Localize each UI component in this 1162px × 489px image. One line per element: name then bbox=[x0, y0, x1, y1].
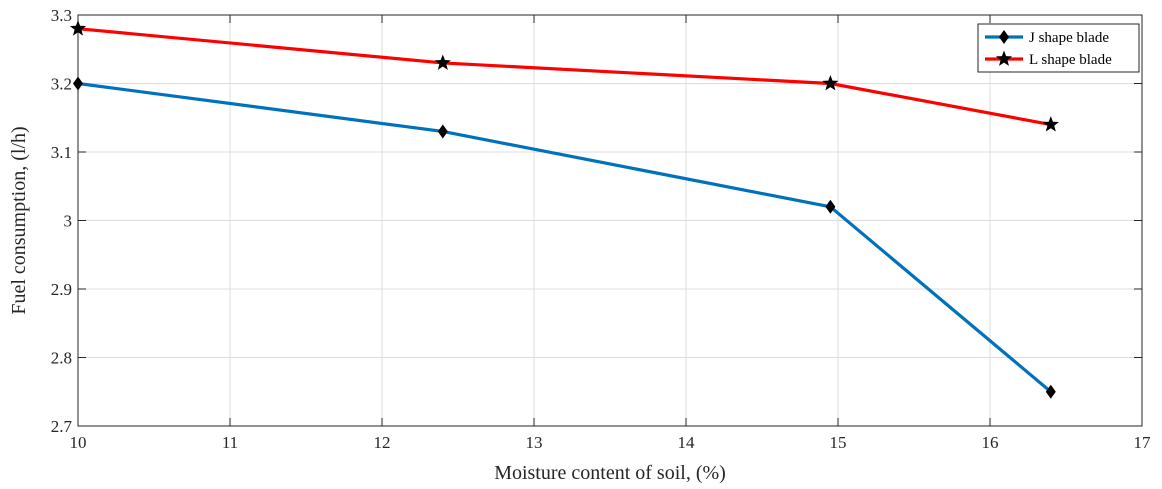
x-axis-title: Moisture content of soil, (%) bbox=[494, 462, 726, 484]
y-tick-label: 2.8 bbox=[51, 349, 72, 368]
x-tick-label: 13 bbox=[526, 433, 543, 452]
legend-label: J shape blade bbox=[1029, 30, 1109, 46]
legend-item: J shape blade bbox=[985, 30, 1109, 46]
y-tick-label: 2.7 bbox=[51, 417, 73, 436]
legend-item: L shape blade bbox=[985, 50, 1112, 68]
y-tick-label: 3.2 bbox=[51, 75, 72, 94]
y-axis-title: Fuel consumption, (l/h) bbox=[8, 126, 30, 314]
series-line bbox=[77, 81, 1052, 393]
legend-marker bbox=[999, 30, 1009, 44]
legend-label: L shape blade bbox=[1029, 52, 1112, 68]
y-tick-label: 3 bbox=[64, 212, 73, 231]
x-tick-label: 10 bbox=[70, 433, 87, 452]
y-tick-label: 2.9 bbox=[51, 280, 72, 299]
data-point bbox=[437, 124, 448, 139]
x-tick-label: 15 bbox=[830, 433, 847, 452]
y-tick-label: 3.3 bbox=[51, 6, 72, 25]
x-tick-label: 11 bbox=[222, 433, 238, 452]
data-point bbox=[1045, 384, 1056, 399]
data-point bbox=[1042, 116, 1059, 132]
data-point bbox=[434, 54, 451, 70]
legend: J shape blade L shape blade bbox=[977, 23, 1140, 73]
x-tick-label: 14 bbox=[678, 433, 696, 452]
series-line bbox=[77, 27, 1052, 127]
series-j-shape-blade bbox=[73, 76, 1056, 399]
data-point bbox=[69, 20, 87, 36]
y-tick-label: 3.1 bbox=[51, 143, 72, 162]
grid bbox=[78, 15, 1142, 426]
series-layer bbox=[69, 20, 1059, 399]
x-tick-label: 16 bbox=[982, 433, 999, 452]
data-point bbox=[825, 199, 836, 214]
x-tick-label: 17 bbox=[1134, 433, 1152, 452]
x-tick-label: 12 bbox=[374, 433, 391, 452]
data-point bbox=[73, 76, 83, 91]
legend-marker bbox=[995, 50, 1013, 66]
axis-ticks: 10 11 12 13 14 15 16 17 2.7 2.8 2.9 3 3.1 3.2 3.3 bbox=[51, 6, 1151, 452]
data-point bbox=[822, 75, 839, 91]
series-l-shape-blade bbox=[69, 20, 1059, 132]
